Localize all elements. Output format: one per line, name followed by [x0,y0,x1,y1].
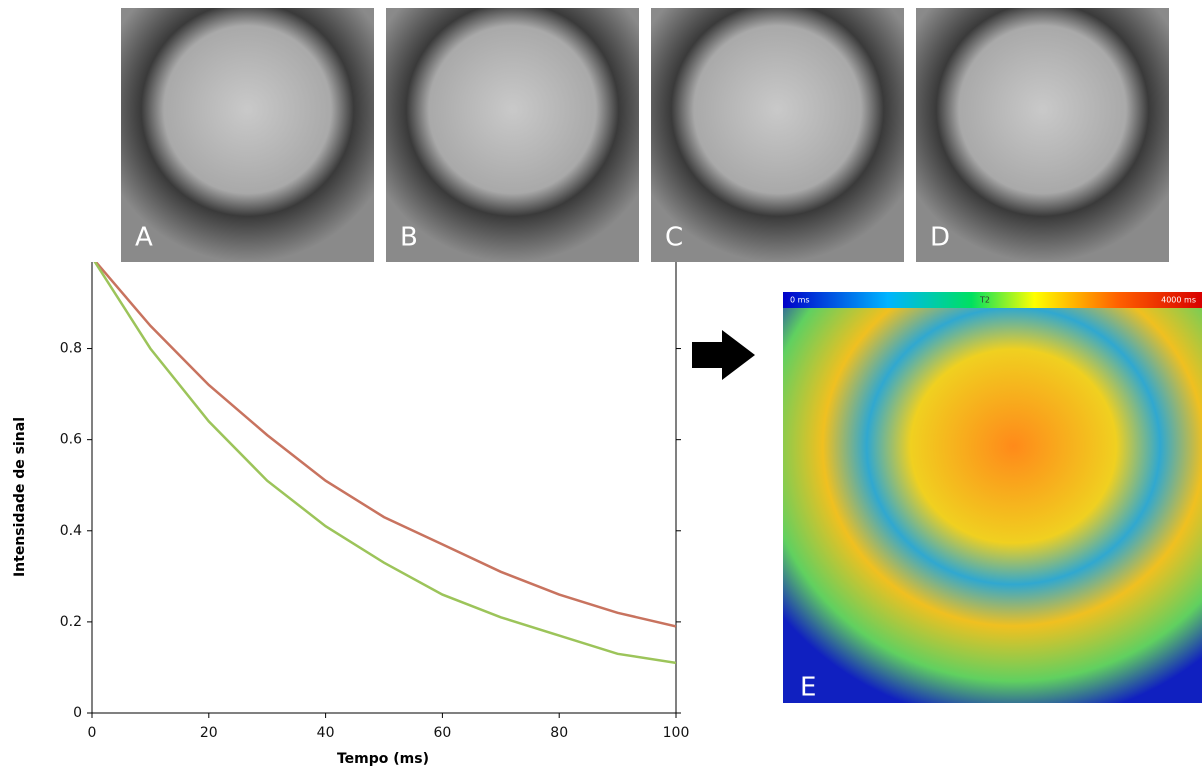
panel-label: E [800,673,816,703]
x-tick-label: 80 [550,725,568,741]
mri-image [121,8,374,262]
chart: Tempo (ms) Intensidade de sinal 0 20 40 60 8… [12,257,689,767]
t2-map: 0 ms T2 4000 ms E [783,292,1202,703]
y-tick-label: 0.8 [60,341,82,357]
mri-panels: A B C D [121,8,1169,262]
mri-image [916,8,1169,262]
panel-label: B [400,223,418,253]
y-tick-label: 0 [73,705,82,721]
y-tick-label: 0.2 [60,614,82,630]
mri-image [386,8,639,262]
panel-label: C [665,223,683,253]
line [92,257,676,626]
line [92,257,676,663]
y-tick-label: 0.4 [60,523,82,539]
map-image [783,308,1202,703]
arrow [692,330,755,380]
x-tick-label: 100 [663,725,690,741]
x-tick-label: 60 [433,725,451,741]
colorbar-min: 0 ms [790,296,810,305]
colorbar [783,292,1202,308]
x-tick-label: 20 [200,725,218,741]
y-tick-label: 0.6 [60,432,82,448]
x-axis-label: Tempo (ms) [337,751,429,767]
x-tick-label: 40 [317,725,335,741]
colorbar-title: T2 [979,296,990,305]
figure: A B C D 0 ms T2 4000 ms E Tempo (ms) Intens… [0,0,1202,771]
y-axis-label: Intensidade de sinal [12,417,28,577]
mri-image [651,8,904,262]
x-tick-label: 0 [88,725,97,741]
colorbar-max: 4000 ms [1161,296,1196,305]
panel-label: A [135,223,153,253]
panel-label: D [930,223,950,253]
